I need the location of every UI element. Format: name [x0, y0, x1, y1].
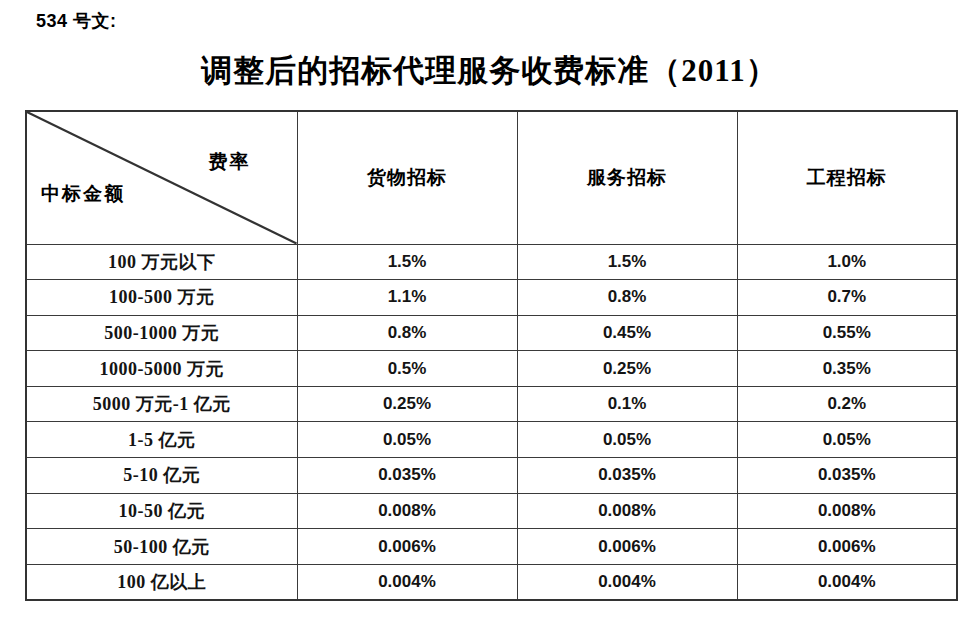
- rate-value-cell: 0.8%: [517, 280, 737, 316]
- rate-value-cell: 0.035%: [737, 458, 957, 494]
- rate-value-cell: 0.55%: [737, 315, 957, 351]
- rate-value-cell: 0.45%: [517, 315, 737, 351]
- amount-range-cell: 50-100 亿元: [26, 529, 297, 565]
- document-page: { "doc": { "ref": "534 号文:", "title": "调…: [0, 0, 979, 629]
- rate-value-cell: 0.006%: [737, 529, 957, 565]
- rate-value-cell: 0.035%: [297, 458, 517, 494]
- table-row: 5-10 亿元0.035%0.035%0.035%: [26, 458, 957, 494]
- amount-range-cell: 5-10 亿元: [26, 458, 297, 494]
- rate-value-cell: 0.05%: [737, 422, 957, 458]
- rate-value-cell: 0.008%: [517, 493, 737, 529]
- table-row: 1-5 亿元0.05%0.05%0.05%: [26, 422, 957, 458]
- header-row: 费率 中标金额 货物招标 服务招标 工程招标: [26, 111, 957, 244]
- rate-value-cell: 1.0%: [737, 244, 957, 280]
- rate-value-cell: 0.05%: [297, 422, 517, 458]
- rate-value-cell: 0.006%: [517, 529, 737, 565]
- rate-value-cell: 1.5%: [517, 244, 737, 280]
- table-row: 100-500 万元1.1%0.8%0.7%: [26, 280, 957, 316]
- rate-value-cell: 0.5%: [297, 351, 517, 387]
- table-row: 100 亿以上0.004%0.004%0.004%: [26, 564, 957, 600]
- page-title: 调整后的招标代理服务收费标准（2011）: [0, 50, 979, 92]
- amount-range-cell: 100-500 万元: [26, 280, 297, 316]
- rate-value-cell: 0.05%: [517, 422, 737, 458]
- rate-value-cell: 0.8%: [297, 315, 517, 351]
- table-row: 10-50 亿元0.008%0.008%0.008%: [26, 493, 957, 529]
- diagonal-corner-cell: 费率 中标金额: [26, 111, 297, 244]
- rate-value-cell: 0.008%: [297, 493, 517, 529]
- amount-range-cell: 10-50 亿元: [26, 493, 297, 529]
- table-row: 500-1000 万元0.8%0.45%0.55%: [26, 315, 957, 351]
- rate-value-cell: 1.1%: [297, 280, 517, 316]
- amount-range-cell: 500-1000 万元: [26, 315, 297, 351]
- amount-range-cell: 100 亿以上: [26, 564, 297, 600]
- diagonal-divider-line: [27, 112, 297, 244]
- document-number: 534 号文:: [36, 9, 117, 33]
- column-header-goods: 货物招标: [297, 111, 517, 244]
- rate-value-cell: 0.1%: [517, 386, 737, 422]
- amount-range-cell: 1000-5000 万元: [26, 351, 297, 387]
- rate-value-cell: 0.006%: [297, 529, 517, 565]
- table-row: 100 万元以下1.5%1.5%1.0%: [26, 244, 957, 280]
- rate-value-cell: 0.35%: [737, 351, 957, 387]
- rate-value-cell: 0.035%: [517, 458, 737, 494]
- rate-value-cell: 0.7%: [737, 280, 957, 316]
- fee-table-body: 100 万元以下1.5%1.5%1.0%100-500 万元1.1%0.8%0.…: [26, 244, 957, 600]
- rate-value-cell: 0.25%: [297, 386, 517, 422]
- amount-range-cell: 100 万元以下: [26, 244, 297, 280]
- corner-label-amount: 中标金额: [41, 181, 125, 207]
- table-row: 5000 万元-1 亿元0.25%0.1%0.2%: [26, 386, 957, 422]
- rate-value-cell: 0.008%: [737, 493, 957, 529]
- rate-value-cell: 0.004%: [297, 564, 517, 600]
- table-row: 50-100 亿元0.006%0.006%0.006%: [26, 529, 957, 565]
- rate-value-cell: 0.004%: [737, 564, 957, 600]
- rate-value-cell: 0.25%: [517, 351, 737, 387]
- column-header-services: 服务招标: [517, 111, 737, 244]
- column-header-engineering: 工程招标: [737, 111, 957, 244]
- rate-value-cell: 1.5%: [297, 244, 517, 280]
- rate-value-cell: 0.004%: [517, 564, 737, 600]
- corner-label-rate: 费率: [209, 149, 251, 175]
- table-row: 1000-5000 万元0.5%0.25%0.35%: [26, 351, 957, 387]
- amount-range-cell: 5000 万元-1 亿元: [26, 386, 297, 422]
- fee-schedule-table: 费率 中标金额 货物招标 服务招标 工程招标 100 万元以下1.5%1.5%1…: [25, 110, 958, 601]
- rate-value-cell: 0.2%: [737, 386, 957, 422]
- amount-range-cell: 1-5 亿元: [26, 422, 297, 458]
